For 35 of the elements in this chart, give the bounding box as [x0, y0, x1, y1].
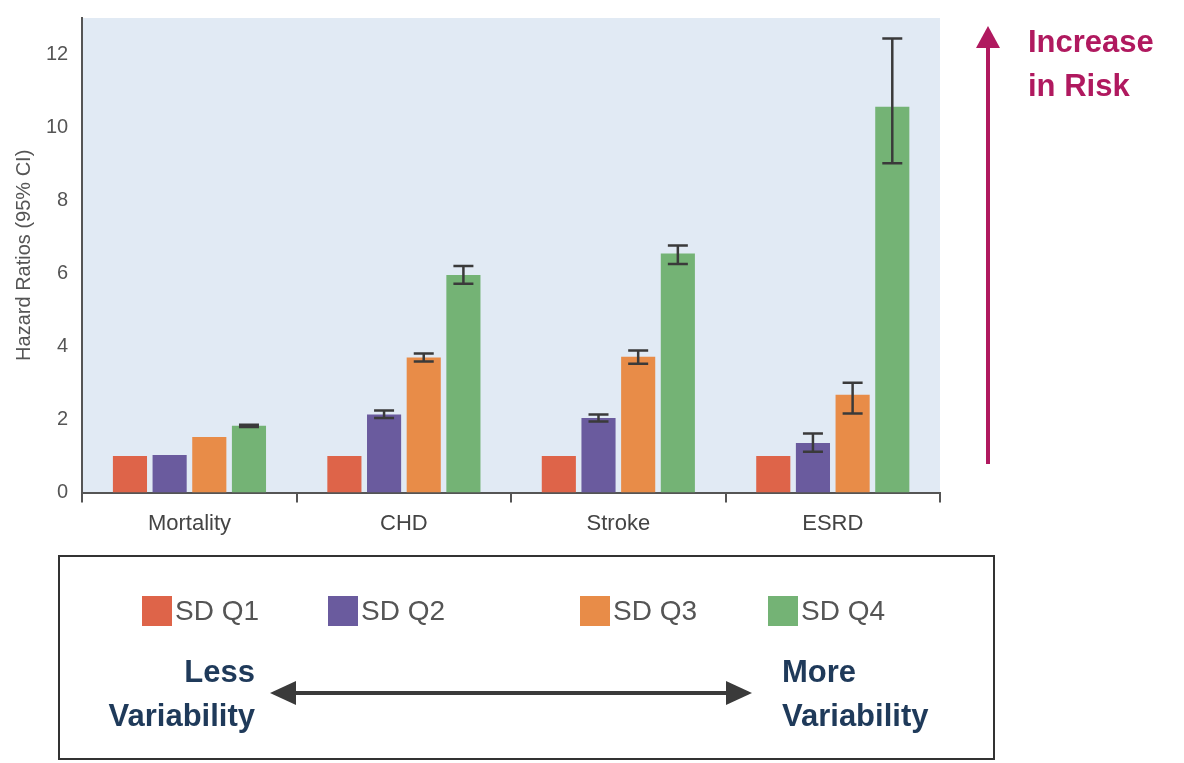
legend-label: SD Q4: [801, 595, 886, 627]
x-tick-label: Mortality: [147, 509, 232, 535]
text: More Variability: [782, 653, 930, 735]
x-tick-label: Stroke: [586, 509, 651, 535]
legend-label: SD Q2: [361, 595, 446, 627]
bar: [367, 414, 402, 493]
bar: [621, 356, 656, 493]
bar: [660, 253, 695, 493]
bar: [756, 456, 791, 493]
bar: [446, 275, 481, 493]
bar: [152, 455, 187, 493]
bar: [875, 106, 910, 493]
y-tick-label: 12: [46, 42, 69, 65]
bar: [835, 394, 870, 493]
bar: [231, 425, 267, 493]
bar: [795, 442, 830, 493]
y-tick-label: 10: [46, 115, 69, 138]
bar: [327, 456, 362, 493]
bar: [192, 437, 227, 493]
y-tick-label: 8: [57, 188, 69, 211]
legend-label: SD Q1: [175, 595, 260, 627]
y-tick-label: 6: [57, 261, 69, 284]
y-tick-label: 4: [57, 334, 69, 357]
y-tick-label: 0: [57, 480, 69, 503]
legend-label: SD Q3: [613, 595, 698, 627]
y-tick-label: 2: [57, 407, 69, 430]
text: Increase in Risk: [1028, 23, 1155, 105]
bar: [112, 456, 148, 493]
x-tick-label: ESRD: [802, 509, 864, 535]
bar: [406, 357, 441, 493]
x-tick-label: CHD: [380, 509, 428, 535]
bar: [581, 418, 616, 493]
y-axis-title: Hazard Ratios (95% CI): [11, 149, 34, 361]
bar: [541, 456, 576, 493]
text: Less Variability: [107, 653, 255, 735]
